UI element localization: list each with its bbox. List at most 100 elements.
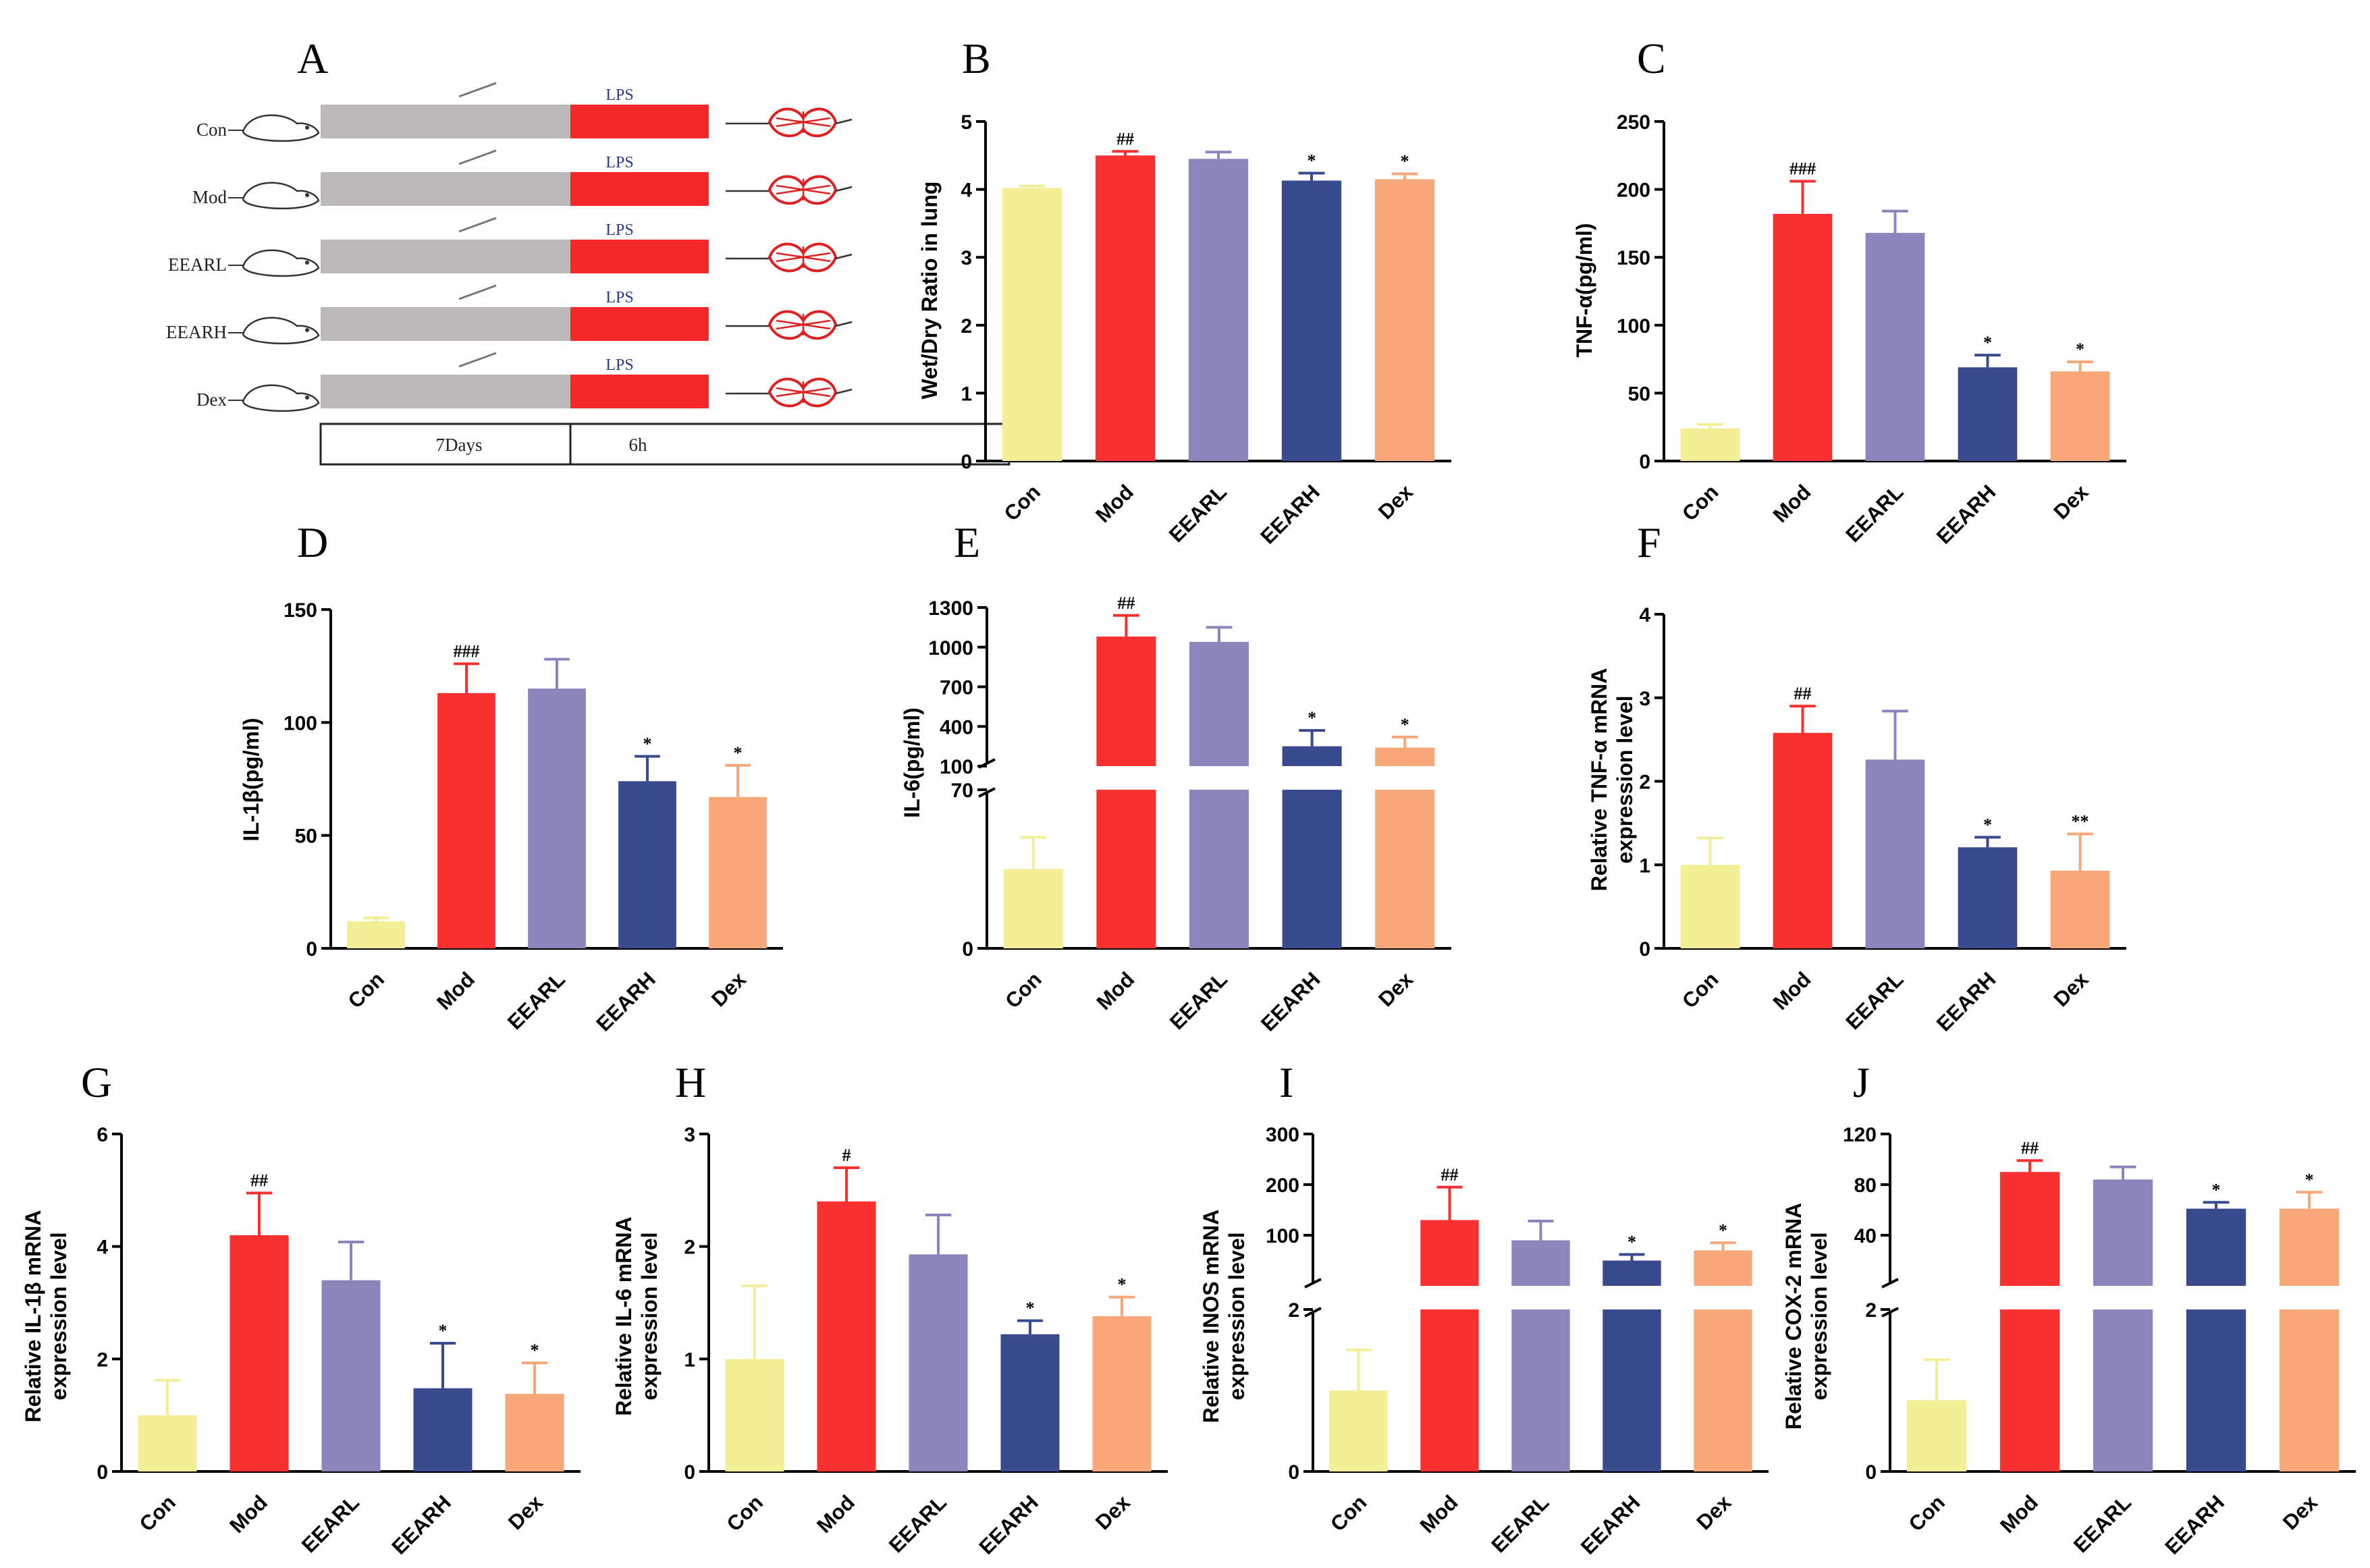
bar-h-eearl: [909, 1254, 968, 1471]
y-tick-label-j: 0: [1865, 1461, 1877, 1484]
y-tick-label-i: 200: [1266, 1174, 1299, 1197]
category-label-b-eearh: EEARH: [1256, 480, 1324, 548]
bar-g-eearl: [321, 1280, 381, 1471]
category-label-d-eearh: EEARH: [591, 967, 659, 1035]
mouse-icon: [242, 249, 320, 277]
bar-g-mod: [230, 1235, 289, 1471]
significance-g-mod: ##: [250, 1171, 268, 1191]
category-label-h-con: Con: [722, 1490, 767, 1536]
group-label-con: Con: [196, 119, 227, 140]
y-tick-label-d: 0: [306, 938, 317, 961]
y-tick-label-g: 0: [97, 1461, 108, 1484]
y-tick-label-i: 0: [1288, 1461, 1299, 1484]
y-tick-label-g: 2: [97, 1349, 108, 1371]
category-label-h-eearl: EEARL: [884, 1490, 951, 1557]
lung-icon-detail: [776, 246, 831, 268]
y-tick-label-c: 0: [1639, 451, 1650, 473]
axis-break-mark: [1304, 1278, 1322, 1289]
mouse-icon: [242, 384, 320, 412]
duration-6h: 6h: [629, 435, 648, 455]
y-axis-label-line2-g: expression level: [47, 1232, 71, 1400]
significance-j-eearh: *: [2212, 1180, 2221, 1199]
y-tick-label-f: 2: [1639, 772, 1650, 794]
category-label-f-con: Con: [1677, 967, 1723, 1012]
category-label-c-mod: Mod: [1769, 480, 1816, 527]
y-tick-label-c: 100: [1617, 315, 1650, 337]
significance-g-eearh: *: [439, 1321, 448, 1341]
y-tick-label-b: 4: [961, 180, 972, 202]
panel-b-chart: B 0 1 2 3 4 5 Wet/Dry Ratio in lung Con ## Mod EEAR…: [917, 34, 1451, 549]
panel-a-schematic: A Con LPS Mod LPS EEARL LPS EEARH LPS Dex LPS 7Da…: [166, 34, 1011, 466]
bar-g-eearh: [413, 1388, 473, 1471]
panel-h-chart: H 0 1 2 3 Relative IL-6 mRNA expression level C…: [612, 1058, 1168, 1559]
panel-letter-j: J: [1853, 1058, 1870, 1106]
y-tick-label-j: 120: [1843, 1124, 1877, 1146]
group-label-mod: Mod: [192, 187, 227, 207]
bar-f-con: [1680, 865, 1740, 948]
lps-bar-eearl: [570, 240, 709, 273]
bar-upper-e-eearl: [1189, 641, 1249, 766]
y-axis-label-line2-f: expression level: [1613, 695, 1637, 863]
group-label-eearl: EEARL: [168, 254, 227, 275]
bar-d-eearl: [528, 688, 586, 948]
mouse-eye-icon: [305, 193, 309, 197]
bar-lower-i-dex: [1694, 1309, 1752, 1471]
lps-label-eearh: LPS: [605, 289, 633, 306]
panel-c-chart: C 0 50 100 150 200 250 TNF-α(pg/ml) Con ### Mod EEA…: [1572, 34, 2126, 549]
y-axis-label-b: Wet/Dry Ratio in lung: [917, 182, 942, 400]
lps-bar-mod: [570, 172, 709, 206]
y-tick-label-j: 80: [1854, 1174, 1877, 1197]
duration-7days: 7Days: [436, 435, 483, 455]
bar-upper-j-eearh: [2186, 1208, 2246, 1286]
y-tick-label-d: 50: [295, 826, 317, 848]
panel-letter-g: G: [81, 1058, 112, 1106]
lung-icon: [767, 310, 838, 340]
lung-icon-detail: [776, 314, 831, 335]
category-label-j-dex: Dex: [2278, 1490, 2322, 1534]
category-label-i-mod: Mod: [1416, 1490, 1463, 1538]
y-tick-label-g: 4: [97, 1237, 108, 1259]
lps-label-eearl: LPS: [605, 221, 633, 239]
y-tick-label-e: 1300: [928, 597, 973, 620]
category-label-d-mod: Mod: [432, 967, 479, 1015]
panel-letter-b: B: [962, 34, 991, 82]
y-tick-label-j: 40: [1854, 1225, 1877, 1247]
panel-letter-a: A: [297, 34, 328, 82]
y-tick-label-i: 300: [1266, 1124, 1299, 1146]
category-label-g-eearl: EEARL: [297, 1490, 364, 1557]
y-tick-label-h: 1: [684, 1349, 695, 1371]
pretreatment-bar-dex: [321, 375, 570, 408]
significance-c-mod: ###: [1789, 159, 1816, 179]
bar-lower-j-mod: [1999, 1309, 2060, 1471]
y-tick-label-g: 6: [97, 1124, 108, 1146]
significance-c-dex: *: [2076, 340, 2084, 359]
bar-h-eearh: [1000, 1334, 1060, 1471]
lung-icon: [767, 107, 838, 138]
trachea-line: [835, 186, 853, 192]
mouse-icon: [242, 114, 320, 142]
y-axis-label-g: Relative IL-1β mRNA: [21, 1210, 45, 1423]
pretreatment-bar-eearh: [321, 307, 570, 341]
bar-b-mod: [1095, 155, 1156, 462]
bar-upper-i-eearh: [1603, 1260, 1661, 1286]
category-label-e-eearh: EEARH: [1256, 967, 1324, 1035]
y-tick-label-i: 100: [1266, 1225, 1299, 1247]
y-tick-label-e: 400: [940, 716, 973, 738]
bar-lower-j-dex: [2279, 1309, 2340, 1471]
significance-h-dex: *: [1118, 1275, 1127, 1295]
category-label-h-eearh: EEARH: [974, 1490, 1042, 1559]
lung-icon: [767, 377, 838, 408]
category-label-j-mod: Mod: [1995, 1490, 2043, 1538]
category-label-c-eearl: EEARL: [1841, 480, 1908, 547]
bar-d-eearh: [618, 781, 676, 948]
bar-lower-e-eearh: [1282, 790, 1342, 948]
lps-label-mod: LPS: [605, 154, 633, 171]
bar-upper-j-dex: [2279, 1208, 2340, 1286]
bar-h-mod: [817, 1201, 876, 1471]
significance-f-dex: **: [2072, 811, 2089, 831]
category-label-e-dex: Dex: [1374, 967, 1418, 1011]
bar-i-con: [1329, 1390, 1388, 1471]
category-label-c-con: Con: [1677, 480, 1723, 525]
panel-f-chart: F 0 1 2 3 4 Relative TNF-α mRNA expression leve…: [1587, 518, 2126, 1036]
